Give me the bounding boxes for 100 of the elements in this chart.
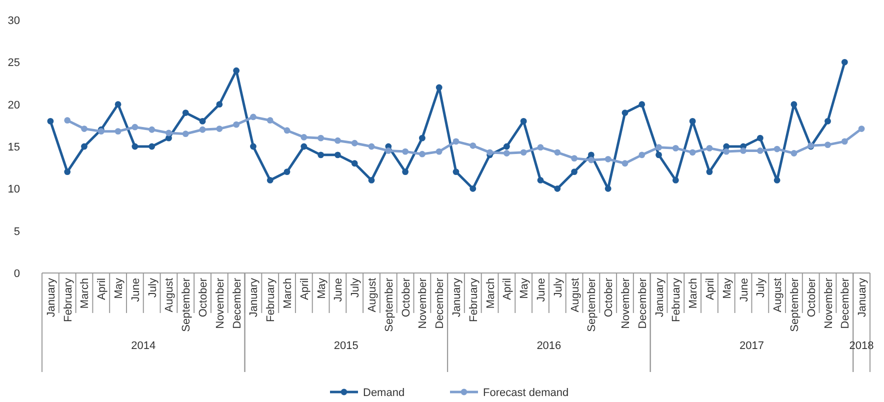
x-tick-label: July	[755, 278, 768, 298]
y-tick-label: 15	[8, 142, 20, 154]
x-tick-label: September	[383, 278, 396, 332]
point	[351, 160, 358, 167]
point	[436, 84, 442, 91]
y-tick-label: 0	[14, 268, 20, 280]
point	[689, 118, 696, 124]
x-tick-label: March	[688, 278, 700, 309]
point	[470, 142, 476, 149]
x-tick-label: January	[856, 278, 869, 318]
point	[233, 67, 240, 74]
x-tick-label: November	[620, 278, 632, 329]
x-tick-label: October	[603, 278, 616, 318]
point	[47, 118, 54, 124]
point	[318, 152, 324, 158]
point	[638, 101, 646, 108]
point	[774, 146, 780, 152]
x-tick-label: February	[670, 278, 683, 322]
y-tick-label: 25	[8, 57, 20, 70]
x-tick-label: August	[164, 278, 176, 312]
x-tick-label: January	[654, 278, 666, 318]
x-tick-label: January	[45, 278, 58, 318]
point	[841, 58, 848, 66]
point	[419, 134, 426, 142]
point	[622, 110, 628, 116]
x-tick-label: October	[400, 278, 412, 318]
x-tick-label: October	[198, 278, 210, 318]
x-tick-label: May	[316, 278, 328, 299]
point	[148, 126, 156, 133]
point	[858, 126, 865, 132]
point	[250, 143, 256, 150]
x-tick-label: November	[214, 278, 226, 329]
x-tick-label: June	[332, 278, 345, 302]
text: 2015	[334, 340, 358, 352]
x-tick-label: June	[535, 278, 548, 302]
x-tick-label: June	[130, 278, 142, 302]
point	[571, 168, 578, 175]
point	[604, 185, 612, 192]
point	[554, 149, 561, 156]
point	[216, 101, 223, 108]
x-tick-label: December	[636, 278, 649, 329]
x-tick-label: September	[586, 278, 598, 332]
y-tick-label: 20	[8, 99, 20, 112]
x-tick-label: January	[248, 278, 260, 318]
y-tick-label: 30	[8, 15, 20, 27]
point	[520, 118, 527, 124]
point	[588, 156, 594, 164]
text: 2016	[536, 340, 562, 352]
point	[114, 101, 122, 108]
point	[334, 152, 341, 158]
x-tick-label: June	[738, 278, 750, 302]
point	[503, 143, 510, 150]
x-tick-label: July	[146, 278, 159, 298]
x-tick-label: July	[350, 278, 362, 298]
point	[604, 156, 612, 162]
x-tick-label: April	[502, 278, 514, 300]
x-tick-label: February	[468, 278, 480, 322]
point	[520, 149, 527, 156]
point	[148, 143, 156, 150]
point	[622, 160, 628, 167]
point	[790, 150, 798, 156]
point	[284, 168, 290, 175]
point	[756, 148, 764, 154]
point	[402, 168, 409, 175]
x-tick-label: December	[840, 278, 852, 329]
point	[723, 148, 730, 155]
x-tick-label: October	[806, 278, 818, 318]
x-tick-label: May	[113, 278, 126, 299]
x-tick-label: May	[721, 278, 734, 299]
x-tick-label: May	[518, 278, 531, 299]
point	[199, 126, 206, 133]
point	[266, 117, 274, 124]
x-tick-label: November	[417, 278, 430, 329]
point	[250, 114, 256, 120]
point	[166, 130, 172, 136]
x-tick-label: December	[231, 278, 244, 329]
point	[182, 130, 189, 138]
point	[368, 177, 375, 184]
text: 2014	[131, 340, 156, 352]
point	[824, 118, 831, 124]
point	[334, 137, 341, 144]
text: 2017	[739, 340, 764, 352]
point	[233, 121, 240, 128]
point	[537, 144, 544, 151]
x-tick-label: April	[298, 278, 311, 300]
point	[64, 168, 71, 175]
point	[81, 126, 88, 132]
x-tick-label: July	[552, 278, 564, 298]
point	[571, 155, 578, 162]
point	[419, 150, 426, 158]
point	[300, 134, 308, 140]
point	[740, 148, 746, 154]
x-tick-label: March	[79, 278, 92, 309]
point	[774, 177, 780, 184]
point	[436, 148, 442, 155]
x-tick-label: January	[451, 278, 463, 318]
point	[385, 148, 392, 154]
point	[300, 143, 308, 150]
point	[790, 101, 798, 108]
point	[351, 140, 358, 146]
